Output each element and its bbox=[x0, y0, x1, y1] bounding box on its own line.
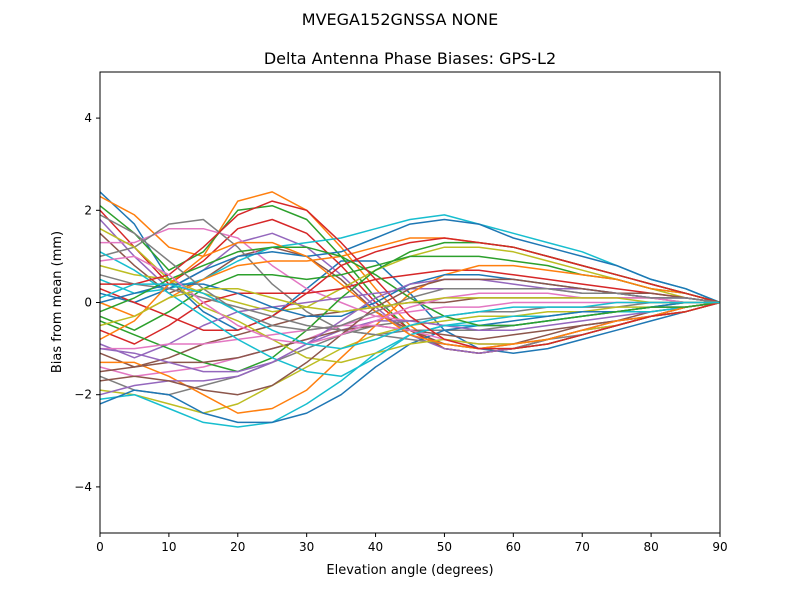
x-tick-label: 10 bbox=[161, 540, 176, 554]
series-line-40 bbox=[99, 283, 720, 350]
series-line-5 bbox=[99, 218, 721, 354]
x-tick-label: 50 bbox=[437, 540, 452, 554]
series-line-39 bbox=[99, 287, 720, 327]
x-tick-label: 60 bbox=[506, 540, 521, 554]
x-tick-label: 40 bbox=[368, 540, 383, 554]
series-lines bbox=[99, 191, 721, 428]
x-tick-label: 80 bbox=[643, 540, 658, 554]
y-axis-label: Bias from mean (mm) bbox=[50, 231, 65, 373]
y-tick-label: 0 bbox=[84, 296, 92, 310]
x-tick-label: 0 bbox=[96, 540, 104, 554]
series-line-1 bbox=[99, 191, 721, 354]
series-line-34 bbox=[100, 200, 721, 350]
series-line-26 bbox=[99, 301, 721, 373]
x-axis-label: Elevation angle (degrees) bbox=[326, 563, 493, 578]
series-line-11 bbox=[99, 218, 721, 304]
series-line-16 bbox=[99, 297, 720, 368]
series-line-32 bbox=[99, 241, 721, 350]
y-tick-label: −4 bbox=[74, 480, 92, 494]
series-line-22 bbox=[100, 264, 721, 414]
x-tick-label: 70 bbox=[575, 540, 590, 554]
x-tick-label: 20 bbox=[230, 540, 245, 554]
series-line-24 bbox=[99, 237, 721, 331]
series-line-36 bbox=[99, 278, 721, 396]
x-axis: 0 10 20 30 40 50 60 70 80 90 bbox=[96, 533, 728, 554]
y-tick-label: −2 bbox=[74, 388, 92, 402]
x-tick-label: 90 bbox=[712, 540, 727, 554]
y-tick-label: 2 bbox=[84, 203, 92, 217]
series-line-33 bbox=[99, 246, 721, 327]
chart-title: Delta Antenna Phase Biases: GPS-L2 bbox=[264, 49, 556, 68]
y-axis: −4 −2 0 2 4 bbox=[74, 111, 100, 494]
x-tick-label: 30 bbox=[299, 540, 314, 554]
figure-suptitle: MVEGA152GNSSA NONE bbox=[302, 10, 498, 29]
series-line-38 bbox=[99, 214, 721, 331]
series-line-2 bbox=[99, 191, 721, 354]
y-tick-label: 4 bbox=[84, 111, 92, 125]
series-line-25 bbox=[99, 301, 721, 396]
